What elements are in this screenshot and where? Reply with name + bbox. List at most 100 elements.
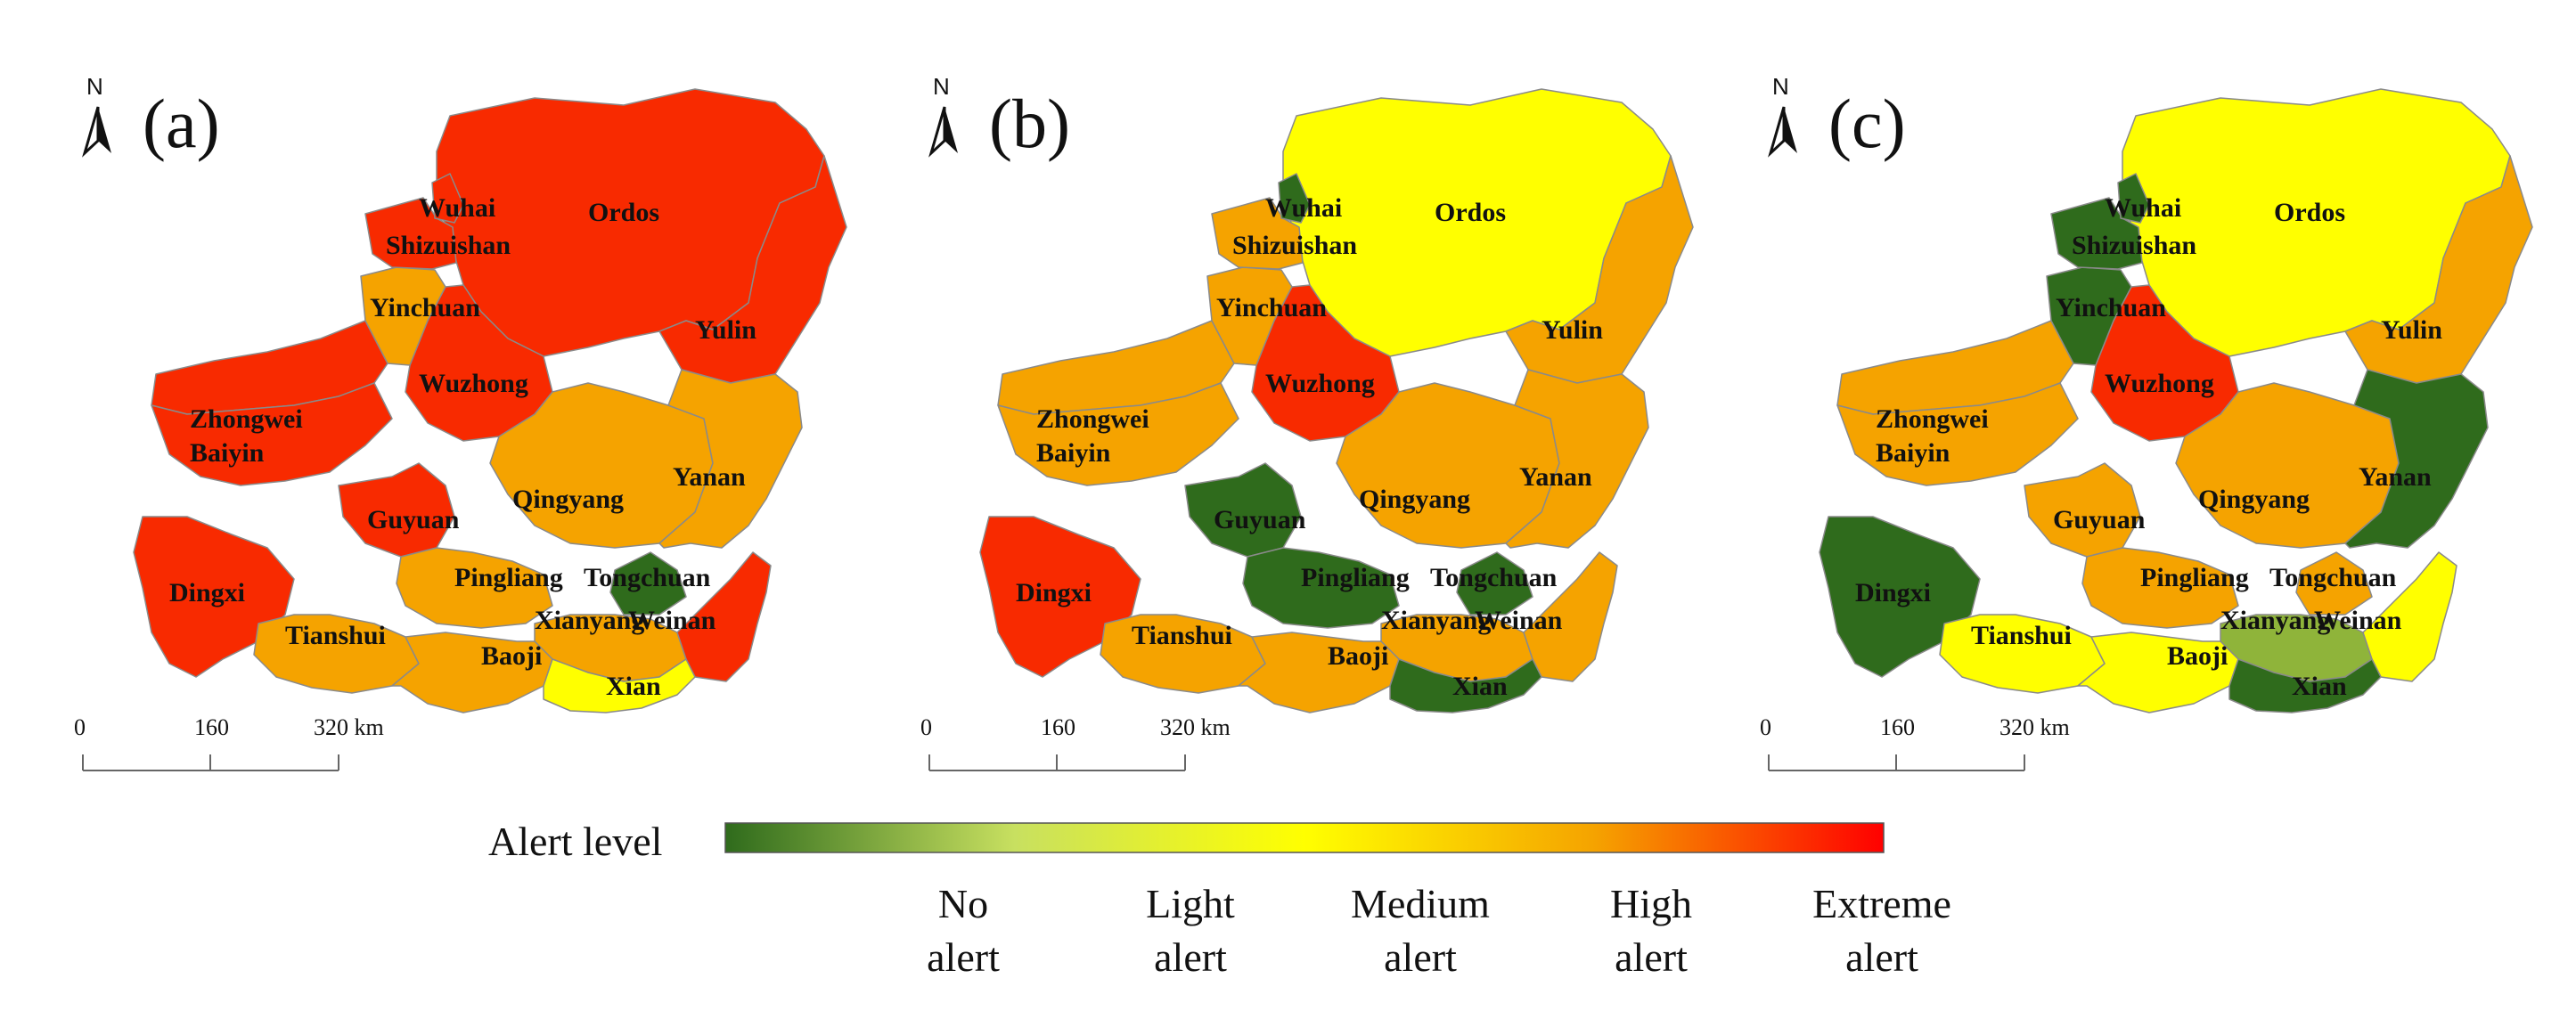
city-label-baoji: Baoji (1328, 641, 1388, 671)
svg-text:alert: alert (1154, 934, 1227, 980)
city-label-weinan: Weinan (1475, 606, 1563, 635)
city-label-zhongwei: Zhongwei (190, 404, 303, 434)
scale-tick-label: 160 (1880, 714, 1915, 740)
map-panel: N (c) Ordos Yulin Wuzhong Zhongwei Baiyin Qingy… (1760, 73, 2533, 771)
region-dingxi (133, 516, 295, 678)
city-label-yanan: Yanan (673, 462, 746, 492)
scale-tick-label: 320 km (1160, 714, 1231, 740)
city-label-xian: Xian (606, 672, 661, 701)
city-label-wuzhong: Wuzhong (419, 369, 528, 398)
region-shizuishan (364, 197, 457, 270)
city-label-tianshui: Tianshui (1132, 621, 1232, 650)
city-label-yinchuan: Yinchuan (1216, 293, 1327, 322)
city-label-baoji: Baoji (2167, 641, 2228, 671)
svg-text:Light: Light (1146, 881, 1235, 926)
city-label-dingxi: Dingxi (1855, 578, 1931, 607)
svg-text:alert: alert (1845, 934, 1918, 980)
region-guyuan (338, 462, 455, 558)
region-xian (2228, 658, 2382, 713)
city-label-wuzhong: Wuzhong (2105, 369, 2214, 398)
north-label: N (933, 73, 950, 100)
city-label-baiyin: Baiyin (1036, 438, 1111, 468)
region-wuhai (2117, 173, 2150, 224)
north-arrow-icon: N (929, 73, 960, 155)
city-label-yulin: Yulin (695, 315, 756, 345)
region-yanan (1505, 369, 1649, 549)
region-pingliang (1242, 547, 1400, 629)
region-tongchuan (609, 551, 687, 616)
scale-tick-label: 0 (74, 714, 86, 740)
city-label-yinchuan: Yinchuan (370, 293, 480, 322)
city-label-wuhai: Wuhai (419, 193, 495, 223)
city-label-qingyang: Qingyang (1359, 485, 1470, 514)
legend-color-ramp (724, 822, 1885, 853)
city-label-yanan: Yanan (2359, 462, 2432, 492)
region-wuzhong (2090, 284, 2239, 442)
city-label-xian: Xian (1452, 672, 1508, 701)
svg-text:Extreme: Extreme (1812, 881, 1951, 926)
panel-label: (a) (143, 85, 220, 162)
svg-text:Medium: Medium (1351, 881, 1490, 926)
city-label-xianyang: Xianyang (535, 606, 644, 635)
legend-level-label: Medium alert (1351, 881, 1490, 980)
city-label-xian: Xian (2292, 672, 2347, 701)
city-label-ordos: Ordos (588, 198, 659, 227)
scale-tick-label: 320 km (314, 714, 384, 740)
legend-level-label: Extreme alert (1812, 881, 1951, 980)
city-label-dingxi: Dingxi (169, 578, 245, 607)
region-baoji (391, 632, 553, 713)
region-xian (1389, 658, 1542, 713)
city-label-pingliang: Pingliang (1301, 563, 1410, 592)
map-panel: N (a) Ordos Yulin Wuzhong Zhongwei Baiyin Qingy… (74, 73, 847, 771)
region-baiyin (151, 382, 393, 486)
city-label-zhongwei: Zhongwei (1036, 404, 1149, 434)
scale-tick-label: 160 (1041, 714, 1075, 740)
region-wuzhong (405, 284, 553, 442)
region-tongchuan (1456, 551, 1533, 616)
city-label-shizuishan: Shizuishan (386, 231, 511, 260)
region-wuzhong (1251, 284, 1400, 442)
region-yanan (658, 369, 803, 549)
city-label-baiyin: Baiyin (190, 438, 265, 468)
city-label-weinan: Weinan (628, 606, 716, 635)
legend-level-label: High alert (1610, 881, 1692, 980)
scale-bar: 0 160 320 km (74, 714, 384, 771)
svg-text:alert: alert (1384, 934, 1457, 980)
city-label-yulin: Yulin (1542, 315, 1603, 345)
city-label-guyuan: Guyuan (2053, 505, 2146, 534)
region-pingliang (396, 547, 553, 629)
city-label-tianshui: Tianshui (1971, 621, 2072, 650)
region-baiyin (997, 382, 1239, 486)
region-yanan (2344, 369, 2489, 549)
scale-tick-label: 0 (1760, 714, 1771, 740)
svg-text:High: High (1610, 881, 1692, 926)
north-label: N (86, 73, 103, 100)
city-label-pingliang: Pingliang (454, 563, 563, 592)
north-arrow-icon: N (1769, 73, 1799, 155)
region-dingxi (979, 516, 1141, 678)
region-shizuishan (2050, 197, 2143, 270)
scale-bar: 0 160 320 km (1760, 714, 2070, 771)
city-label-shizuishan: Shizuishan (2072, 231, 2196, 260)
svg-text:alert: alert (1615, 934, 1688, 980)
city-label-yinchuan: Yinchuan (2056, 293, 2166, 322)
city-label-yulin: Yulin (2381, 315, 2442, 345)
city-label-ordos: Ordos (1435, 198, 1506, 227)
region-baiyin (1836, 382, 2079, 486)
map-panel: N (b) Ordos Yulin Wuzhong Zhongwei Baiyin Qingy… (920, 73, 1694, 771)
panel-label: (c) (1828, 85, 1906, 162)
north-label: N (1772, 73, 1789, 100)
city-label-baiyin: Baiyin (1876, 438, 1950, 468)
region-xian (543, 658, 696, 713)
legend-level-label: Light alert (1146, 881, 1235, 980)
region-wuhai (431, 173, 464, 224)
region-guyuan (1184, 462, 1302, 558)
region-yulin (1505, 155, 1694, 384)
region-baoji (1238, 632, 1400, 713)
region-pingliang (2081, 547, 2239, 629)
city-label-wuhai: Wuhai (2105, 193, 2181, 223)
panel-label: (b) (989, 85, 1070, 162)
legend-level-label: No alert (927, 881, 1000, 980)
city-label-yanan: Yanan (1519, 462, 1592, 492)
